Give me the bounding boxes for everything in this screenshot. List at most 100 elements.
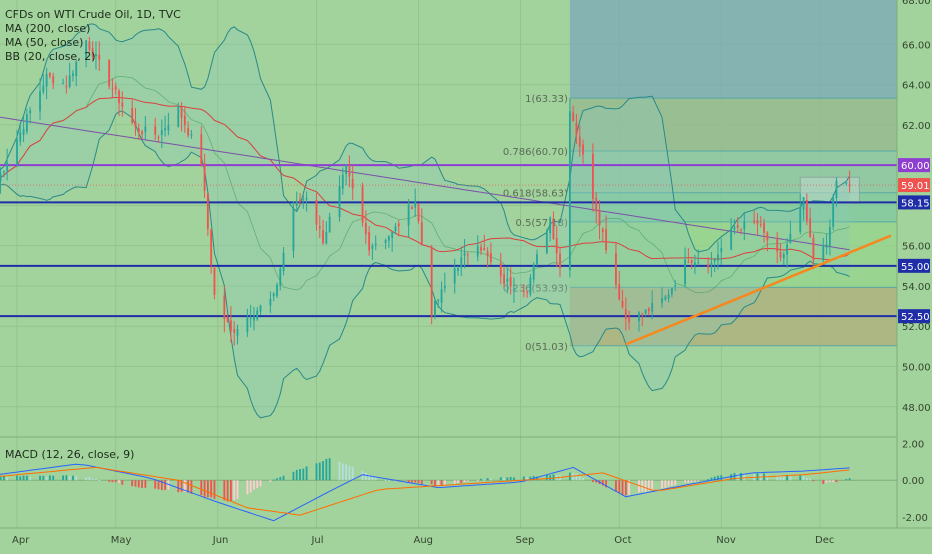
price-tag-bg — [898, 258, 930, 273]
candle-body — [674, 285, 677, 287]
candle-body — [559, 253, 561, 268]
macd-histogram-bar — [628, 480, 631, 495]
candle-body — [624, 309, 627, 320]
candle-body — [434, 300, 436, 316]
macd-histogram-bar — [387, 479, 390, 481]
macd-histogram-bar — [529, 476, 532, 481]
indicator-ma50-label[interactable]: MA (50, close) — [5, 36, 84, 49]
bollinger-basis — [0, 75, 850, 294]
candle-body — [0, 173, 2, 182]
candle-body — [229, 320, 232, 331]
candle-body — [832, 197, 835, 227]
macd-histogram-bar — [361, 471, 364, 481]
macd-histogram-bar — [114, 480, 117, 483]
candle-body — [575, 123, 578, 135]
candle-body — [180, 106, 183, 118]
candle-body — [259, 305, 262, 312]
fibonacci-retracement[interactable]: 1(63.33) 0.786(60.70) 0.618(58.63) 0.5(57.1… — [503, 94, 919, 353]
macd-histogram-bar — [549, 475, 552, 481]
macd-histogram-bar — [457, 480, 459, 483]
macd-histogram-bar — [776, 474, 779, 481]
macd-histogram-bar — [453, 480, 456, 484]
macd-histogram-bar — [177, 480, 180, 493]
indicator-bb-label[interactable]: BB (20, close, 2) — [5, 50, 96, 63]
candle-body — [137, 128, 140, 132]
macd-histogram-bar — [348, 465, 351, 481]
candle-body — [710, 262, 713, 266]
macd-histogram-bar — [305, 466, 308, 481]
macd-histogram-bar — [45, 476, 48, 481]
candle-body — [2, 171, 5, 173]
price-tick-label: 64.00 — [902, 81, 931, 92]
candle-body — [641, 314, 644, 316]
candle-body — [341, 174, 344, 189]
horizontal-levels[interactable] — [0, 164, 897, 318]
candle-body — [364, 223, 367, 235]
macd-pane — [0, 458, 897, 522]
candle-body — [476, 246, 479, 257]
price-tick-label: 56.00 — [902, 242, 931, 253]
macd-histogram-bar — [641, 480, 644, 492]
candle-body — [782, 254, 785, 259]
fib-band — [569, 151, 919, 193]
macd-histogram-bar — [417, 480, 420, 484]
macd-histogram-bar — [157, 480, 160, 490]
macd-histogram-bar — [6, 476, 9, 481]
macd-histogram-bar — [213, 480, 216, 500]
candle-body — [694, 262, 696, 266]
indicator-ma200-label[interactable]: MA (200, close) — [5, 22, 91, 35]
macd-histogram-bar — [345, 464, 348, 481]
candle-body — [328, 216, 331, 233]
macd-histogram-bar — [256, 480, 259, 489]
macd-histogram-bar — [710, 477, 713, 481]
price-tick-top: 68.00 — [902, 0, 931, 7]
ma50-line — [0, 96, 850, 261]
price-tag-label: 55.00 — [901, 262, 930, 273]
time-tick-label: Sep — [516, 535, 535, 546]
candle-body — [779, 252, 782, 258]
macd-histogram-bar — [667, 480, 670, 487]
macd-histogram-bar — [822, 480, 825, 484]
fib-label: 1(63.33) — [525, 94, 568, 105]
macd-histogram-bar — [605, 480, 608, 488]
macd-histogram-bar — [108, 480, 111, 482]
axis-background — [897, 0, 932, 550]
candle-body — [187, 127, 190, 136]
macd-histogram-bar — [430, 480, 433, 485]
candle-body — [414, 200, 417, 208]
symbol-title[interactable]: CFDs on WTI Crude Oil, 1D, TVC — [5, 8, 181, 21]
macd-histogram-bar — [434, 480, 436, 486]
macd-histogram-bar — [483, 479, 486, 481]
macd-legend[interactable]: MACD (12, 26, close, 9) — [5, 448, 135, 461]
time-tick-label: Oct — [614, 535, 631, 546]
macd-histogram-bar — [499, 477, 502, 481]
macd-histogram-bar — [730, 474, 733, 481]
macd-histogram-bar — [684, 480, 686, 483]
candle-body — [68, 75, 71, 87]
candle-body — [661, 298, 663, 303]
trendline[interactable] — [625, 234, 892, 346]
candle-body — [536, 254, 538, 265]
macd-histogram-bar — [121, 480, 124, 485]
price-axis[interactable]: 68.0066.0064.0062.0060.0058.0056.0054.00… — [896, 0, 932, 550]
candle-body — [532, 264, 535, 280]
candle-body — [506, 278, 509, 282]
macd-histogram-bar — [374, 476, 377, 481]
candle-body — [394, 226, 397, 231]
macd-histogram-bar — [463, 480, 466, 483]
candle-body — [351, 178, 354, 189]
fib-band — [569, 98, 919, 152]
candle-body — [651, 302, 654, 312]
candle-body — [391, 231, 394, 238]
time-axis[interactable]: Apr May Jun Jul Aug Sep Oct Nov Dec — [0, 527, 932, 546]
price-tag-label: 58.15 — [901, 198, 930, 209]
candle-body — [499, 262, 502, 277]
macd-histogram-bar — [351, 467, 354, 481]
macd-histogram-bar — [809, 478, 812, 481]
candle-body — [740, 229, 742, 231]
candle-body — [430, 247, 433, 317]
macd-histogram-bar — [437, 480, 440, 486]
forecast-box — [569, 0, 919, 99]
